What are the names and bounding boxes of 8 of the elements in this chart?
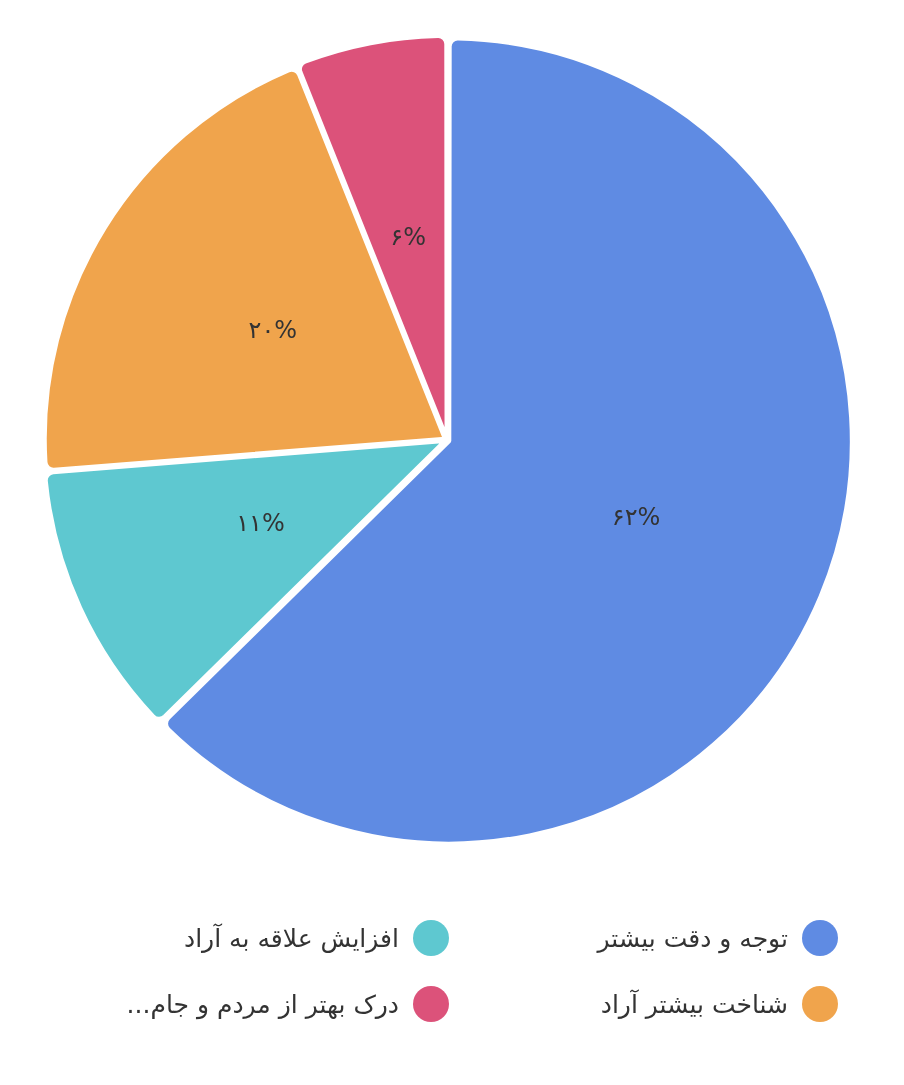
data-label: ۱۱% xyxy=(236,509,285,538)
legend-label: درک بهتر از مردم و جام... xyxy=(126,989,399,1019)
data-label: ۶% xyxy=(390,222,427,251)
legend-label: توجه و دقت بیشتر xyxy=(597,923,788,953)
data-label: ۲۰% xyxy=(248,316,298,345)
legend-label: شناخت بیشتر آراد xyxy=(600,989,788,1019)
legend-label: افزایش علاقه به آراد xyxy=(184,923,399,953)
data-label: ۶۲% xyxy=(611,503,661,532)
